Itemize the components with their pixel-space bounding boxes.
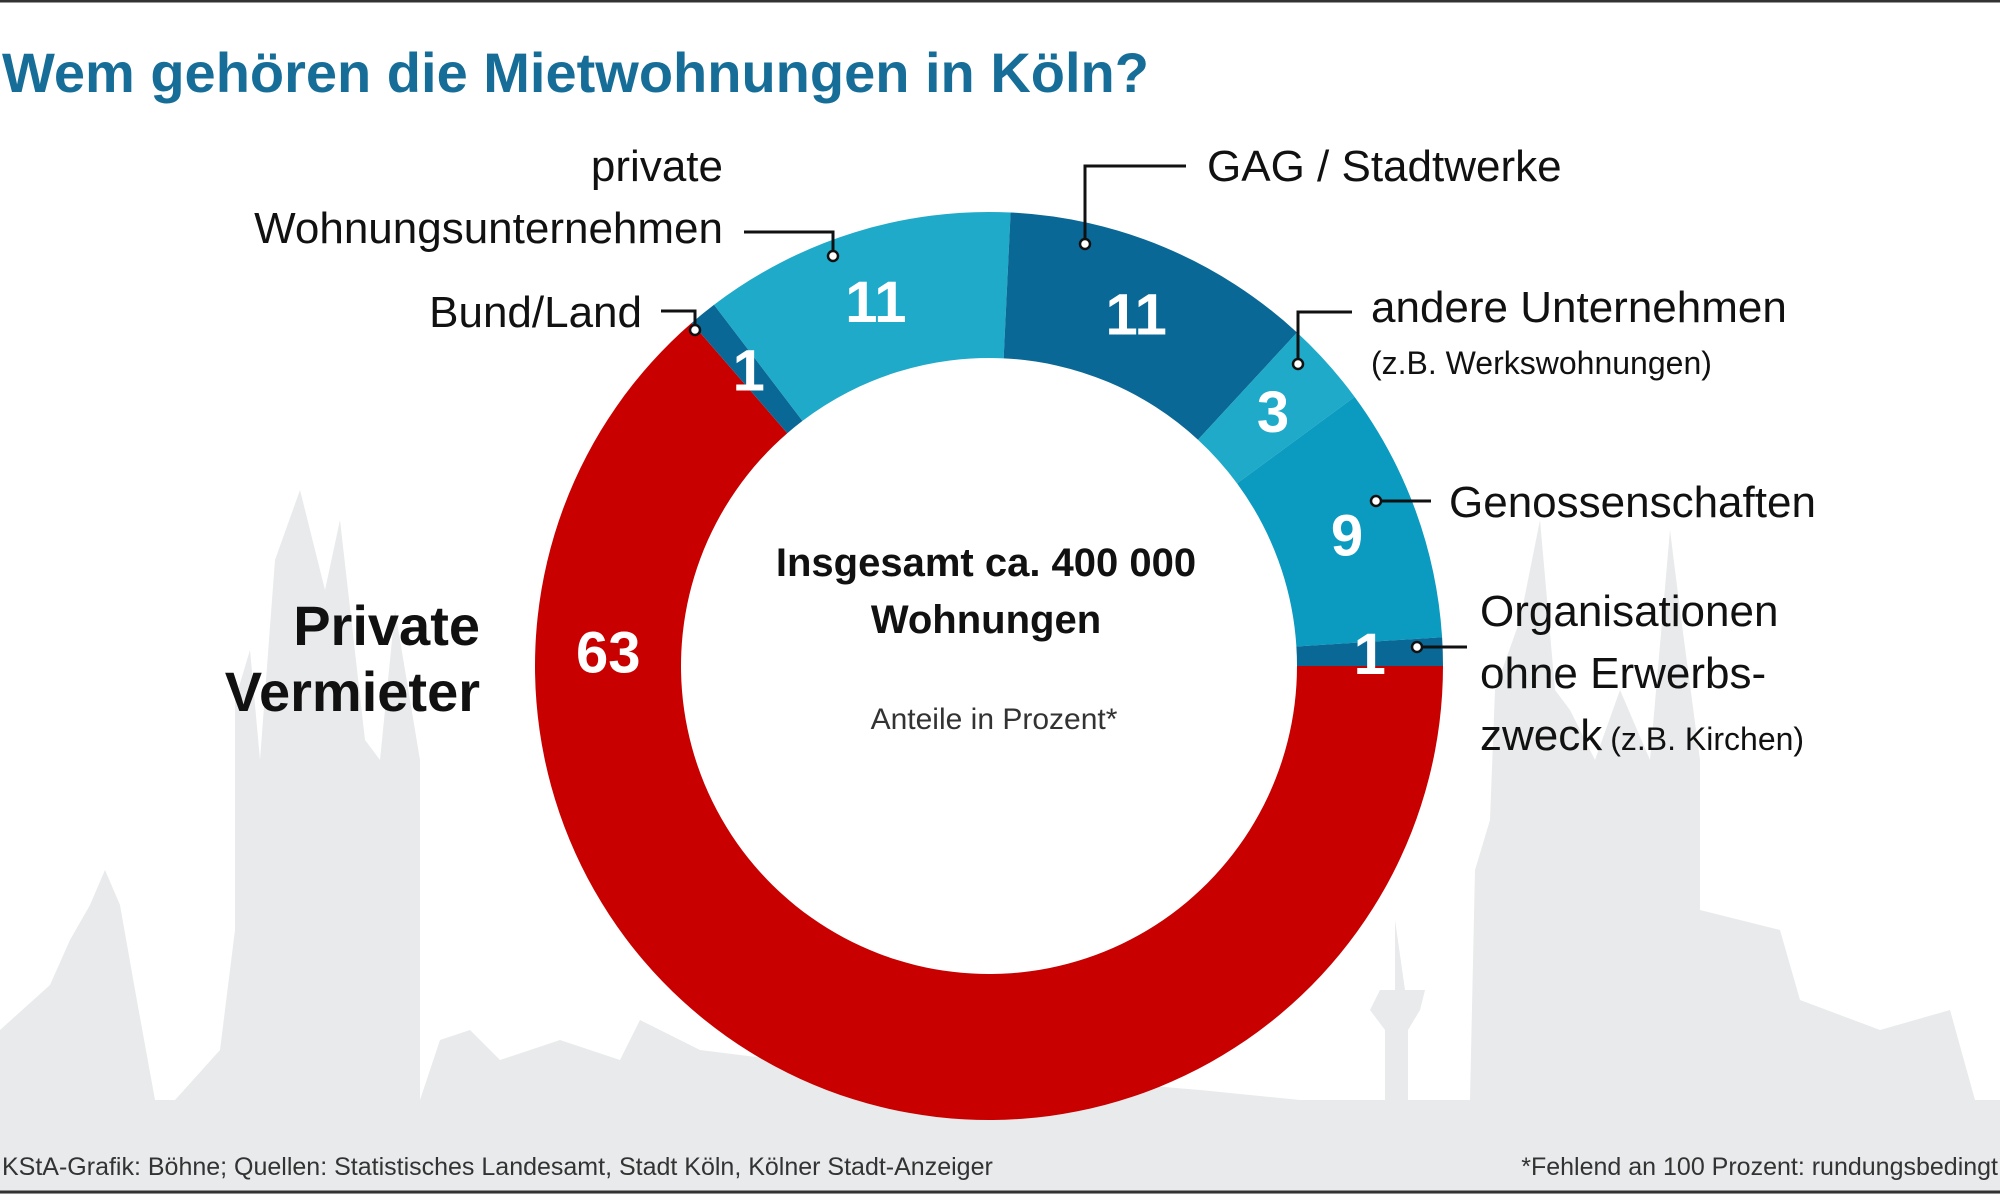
value-label: 1 — [733, 338, 765, 403]
leader-dot — [826, 249, 840, 263]
label-private-vermieter-1: Private — [293, 594, 480, 657]
value-label: 9 — [1331, 504, 1363, 569]
label-organisationen-note: (z.B. Kirchen) — [1610, 721, 1804, 757]
value-label: 11 — [845, 270, 906, 335]
leader-line-bund-land — [661, 309, 697, 326]
label-private-unternehmen-1: private — [591, 142, 723, 191]
leader-dot — [1078, 237, 1092, 251]
label-genossenschaften: Genossenschaften — [1449, 478, 1816, 527]
leader-dot — [1369, 494, 1383, 508]
label-private-vermieter-2: Vermieter — [225, 660, 480, 723]
label-organisationen-2: ohne Erwerbs- — [1480, 649, 1766, 698]
chart-title: Wem gehören die Mietwohnungen in Köln? — [2, 41, 1149, 104]
leader-line-andere — [1296, 310, 1352, 360]
category-labels: private Wohnungsunternehmen Bund/Land GA… — [225, 142, 1816, 760]
leader-dot — [1410, 640, 1424, 654]
donut-chart — [534, 212, 1443, 1121]
label-organisationen-1: Organisationen — [1480, 587, 1778, 636]
donut-segment — [1237, 396, 1443, 647]
label-andere: andere Unternehmen — [1371, 283, 1787, 332]
footnote: *Fehlend an 100 Prozent: rundungsbedingt — [1521, 1153, 1998, 1181]
value-label: 3 — [1257, 380, 1289, 445]
leader-dot — [1291, 357, 1305, 371]
label-andere-note: (z.B. Werkswohnungen) — [1371, 345, 1712, 381]
donut-segment — [691, 304, 803, 434]
donut-segment — [714, 212, 1011, 421]
label-bund-land: Bund/Land — [429, 288, 642, 337]
label-gag: GAG / Stadtwerke — [1207, 142, 1562, 191]
leader-dots — [688, 237, 1424, 654]
leader-line-private-unternehmen — [744, 230, 835, 252]
label-private-unternehmen-2: Wohnungsunternehmen — [254, 204, 723, 253]
label-organisationen-3: zweck (z.B. Kirchen) — [1480, 711, 1804, 760]
center-text-2: Wohnungen — [871, 598, 1101, 642]
value-label: 11 — [1106, 283, 1167, 348]
label-organisationen-3-text: zweck — [1480, 711, 1603, 760]
donut-segment — [1197, 332, 1355, 484]
leader-lines — [661, 164, 1467, 649]
leader-line-gag — [1083, 164, 1186, 240]
donut-segment — [1003, 212, 1298, 440]
value-label: 63 — [576, 621, 641, 686]
source-credit: KStA-Grafik: Böhne; Quellen: Statistisch… — [2, 1153, 993, 1181]
leader-dot — [688, 323, 702, 337]
center-subtext: Anteile in Prozent* — [871, 703, 1118, 736]
value-label: 1 — [1354, 622, 1386, 687]
donut-segment — [1296, 637, 1443, 666]
center-text-1: Insgesamt ca. 400 000 — [776, 541, 1196, 585]
donut-segment — [534, 322, 1443, 1121]
